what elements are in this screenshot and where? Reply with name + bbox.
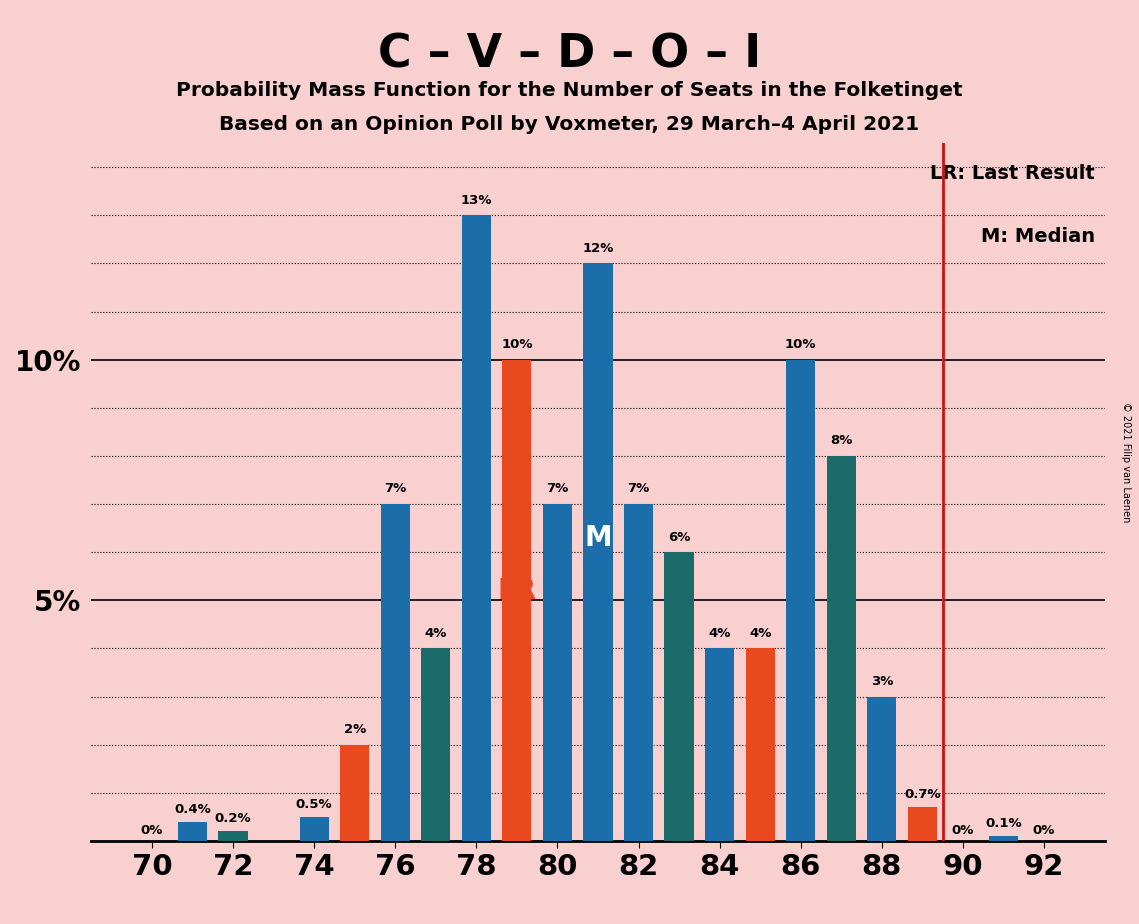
Bar	[664, 553, 694, 841]
Bar	[746, 649, 775, 841]
Text: 13%: 13%	[460, 194, 492, 207]
Text: M: M	[584, 524, 612, 552]
Text: 0%: 0%	[952, 824, 974, 837]
Bar	[867, 697, 896, 841]
Bar	[624, 505, 653, 841]
Text: 0.7%: 0.7%	[904, 788, 941, 801]
Text: 6%: 6%	[667, 530, 690, 543]
Text: 0%: 0%	[141, 824, 163, 837]
Text: LR: Last Result: LR: Last Result	[929, 164, 1095, 183]
Bar	[908, 808, 937, 841]
Bar	[178, 821, 207, 841]
Text: LR: LR	[498, 577, 536, 604]
Bar	[583, 263, 613, 841]
Text: 7%: 7%	[628, 482, 649, 495]
Text: 0.5%: 0.5%	[296, 798, 333, 811]
Text: 3%: 3%	[870, 675, 893, 687]
Bar	[421, 649, 450, 841]
Bar	[989, 836, 1018, 841]
Text: 4%: 4%	[749, 626, 771, 639]
Text: Based on an Opinion Poll by Voxmeter, 29 March–4 April 2021: Based on an Opinion Poll by Voxmeter, 29…	[220, 115, 919, 134]
Text: © 2021 Filip van Laenen: © 2021 Filip van Laenen	[1121, 402, 1131, 522]
Text: C – V – D – O – I: C – V – D – O – I	[378, 32, 761, 78]
Text: 0.1%: 0.1%	[985, 817, 1022, 831]
Text: 0%: 0%	[1033, 824, 1055, 837]
Bar	[786, 359, 816, 841]
Bar	[461, 215, 491, 841]
Text: 0.2%: 0.2%	[215, 812, 252, 825]
Bar	[300, 817, 329, 841]
Text: 12%: 12%	[582, 242, 614, 255]
Text: 4%: 4%	[425, 626, 446, 639]
Bar	[219, 832, 247, 841]
Text: 7%: 7%	[547, 482, 568, 495]
Bar	[827, 456, 855, 841]
Bar	[543, 505, 572, 841]
Bar	[380, 505, 410, 841]
Bar	[341, 745, 369, 841]
Text: 10%: 10%	[501, 338, 533, 351]
Bar	[705, 649, 735, 841]
Text: 2%: 2%	[344, 723, 366, 736]
Text: 7%: 7%	[384, 482, 407, 495]
Text: M: Median: M: Median	[981, 227, 1095, 246]
Text: 8%: 8%	[830, 434, 852, 447]
Bar	[502, 359, 532, 841]
Text: 0.4%: 0.4%	[174, 803, 211, 816]
Text: Probability Mass Function for the Number of Seats in the Folketinget: Probability Mass Function for the Number…	[177, 81, 962, 101]
Text: 10%: 10%	[785, 338, 817, 351]
Text: 4%: 4%	[708, 626, 731, 639]
